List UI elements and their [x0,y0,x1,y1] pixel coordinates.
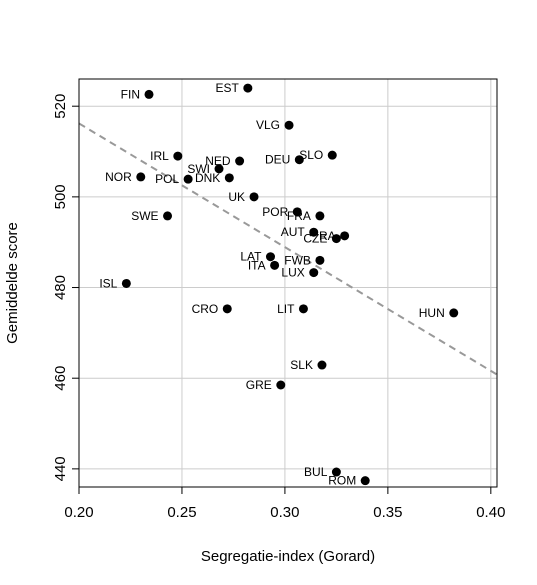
point-label-swi: SWI [187,162,210,176]
data-point-fin [144,89,154,99]
point-label-fwb: FWB [284,253,311,267]
point-label-nor: NOR [105,170,132,184]
x-tick-label: 0.35 [373,504,402,521]
point-label-irl: IRL [150,149,169,163]
grid-lines [78,79,497,487]
data-point-uk [249,192,259,202]
y-tick-label: 500 [52,184,69,209]
point-label-isl: ISL [99,276,117,290]
data-point-dnk [224,173,234,183]
data-point-rom [360,476,370,486]
data-point-est [243,83,253,93]
data-point-bul [331,467,341,477]
point-label-gre: GRE [246,378,272,392]
point-label-vlg: VLG [256,118,280,132]
point-label-ra: RA [319,229,336,243]
data-point-slo [327,150,337,160]
x-tick-label: 0.25 [167,504,196,521]
x-axis: 0.20 0.25 0.30 0.35 0.40 [64,487,505,521]
data-point-lat [265,252,275,262]
point-label-deu: DEU [265,153,290,167]
data-point-swe [163,211,173,221]
data-point-isl [121,278,131,288]
data-point-ita [270,260,280,270]
data-point-ra [340,231,350,241]
x-tick-label: 0.20 [64,504,93,521]
data-point-vlg [284,120,294,130]
point-label-lit: LIT [277,302,295,316]
trend-line [78,122,498,376]
data-point-hun [449,308,459,318]
point-label-por: POR [262,205,288,219]
y-tick-label: 460 [52,366,69,391]
point-label-hun: HUN [419,306,445,320]
data-point-fwb [315,255,325,265]
point-label-slo: SLO [299,148,323,162]
y-axis: 440 460 480 500 520 [52,94,79,481]
data-point-ned [235,156,245,166]
y-tick-label: 520 [52,94,69,119]
point-label-fra: FRA [287,209,311,223]
data-point-aut [309,227,319,237]
data-point-nor [136,172,146,182]
y-tick-label: 440 [52,456,69,481]
data-point-deu [294,155,304,165]
point-label-ita: ITA [248,258,266,272]
x-tick-label: 0.40 [476,504,505,521]
point-label-cro: CRO [192,302,219,316]
data-point-irl [173,151,183,161]
data-point-pol [183,174,193,184]
point-label-swe: SWE [131,209,158,223]
point-label-dnk: DNK [195,171,220,185]
data-point-slk [317,360,327,370]
point-label-uk: UK [228,190,245,204]
data-point-swi [214,164,224,174]
point-label-ned: NED [205,154,231,168]
point-label-lat: LAT [240,250,262,264]
y-axis-title: Gemiddelde score [4,222,21,344]
point-label-lux: LUX [281,266,304,280]
data-point-por [292,207,302,217]
point-label-pol: POL [155,172,179,186]
point-label-rom: ROM [328,474,356,488]
plot-frame [78,78,498,488]
point-label-bul: BUL [304,465,328,479]
point-label-slk: SLK [290,358,313,372]
data-point-lux [309,268,319,278]
x-tick-label: 0.30 [270,504,299,521]
point-label-fin: FIN [121,87,140,101]
point-label-est: EST [216,81,240,95]
data-point-lit [298,304,308,314]
y-tick-label: 480 [52,275,69,300]
data-point-cro [222,304,232,314]
point-label-aut: AUT [281,225,306,239]
data-point-fra [315,211,325,221]
point-label-cze: CZE [303,232,327,246]
data-point-cze [331,234,341,244]
data-point-gre [276,380,286,390]
x-axis-title: Segregatie-index (Gorard) [201,548,375,565]
